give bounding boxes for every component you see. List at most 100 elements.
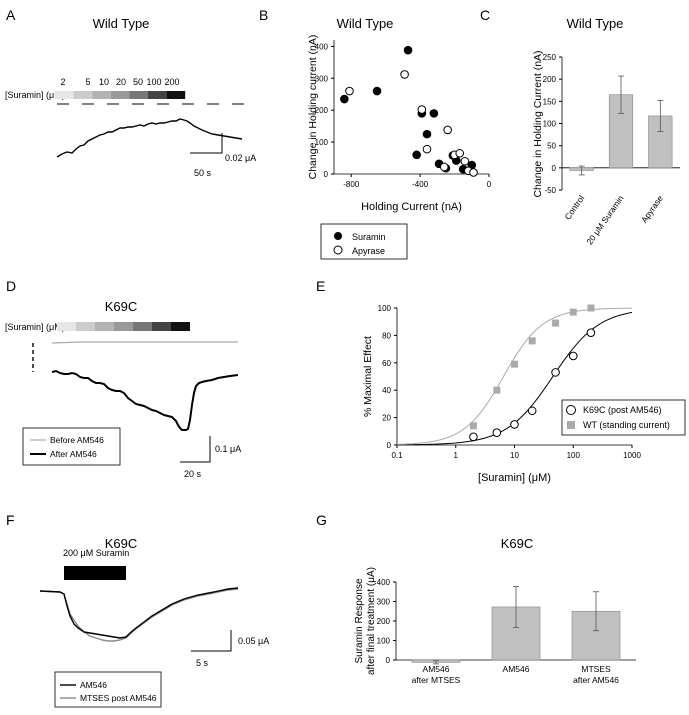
panel-d-scale-x: 20 s (184, 469, 202, 479)
panel-a-gradient-step (110, 91, 130, 99)
panel-a-gradient-step (129, 91, 148, 99)
panel-f-scale-x: 5 s (196, 658, 209, 668)
panel-e-point-wt (493, 386, 501, 394)
panel-b-y-tick-label: 400 (315, 42, 329, 51)
panel-d-trace-after (51, 369, 239, 431)
panel-b-point-apyrase (400, 70, 409, 79)
panel-a-scale-bar (190, 133, 223, 154)
panel-a-gradient-step (92, 91, 111, 99)
panel-b-point-apyrase (469, 168, 478, 177)
panel-a-conc-label: 50 (133, 77, 143, 87)
panel-a-gradient-step (73, 91, 93, 99)
panel-b-point-apyrase (443, 125, 452, 135)
panel-e-y-tick-label: 80 (382, 331, 391, 340)
panel-d-legend-box (22, 427, 121, 466)
panel-a-conc-label: 100 (146, 77, 161, 87)
panel-e-dose-response-chart: 0.1 1 10 100 1000 0 20 40 60 80 100 [Suramin] (μM)%… (362, 304, 686, 484)
panel-e-legend-label: K69C (post AM546) (583, 405, 662, 415)
panel-b-x-tick-label: -400 (412, 180, 429, 189)
panel-f-letter: F (6, 512, 15, 528)
panel-a-gradient-step (166, 91, 186, 99)
panel-e-point-wt (552, 319, 560, 327)
panel-e-point-wt (511, 360, 518, 368)
panel-b-y-tick-label: 100 (315, 138, 329, 147)
panel-e-x-tick-label: 1000 (623, 451, 641, 460)
panel-e-point-k69c (527, 406, 537, 416)
panel-b-point-apyrase (417, 105, 427, 114)
panel-d-letter: D (6, 278, 16, 294)
panel-g-title: K69C (501, 536, 534, 551)
panel-c-y-tick-label: 250 (543, 53, 557, 62)
panel-c-y-tick-label: 0 (552, 164, 557, 173)
panel-a-title: Wild Type (93, 16, 150, 31)
panel-d-gradient-step (76, 322, 95, 331)
panel-b-y-tick-label: 0 (324, 170, 329, 179)
panel-a-conc-label: 5 (85, 77, 90, 87)
panel-b-point-suramin (403, 45, 413, 55)
panel-e-x-tick-label: 1 (454, 451, 459, 460)
panel-g-letter: G (316, 512, 327, 528)
panel-b-title: Wild Type (337, 16, 394, 31)
panel-g-y-tick-label: 200 (377, 617, 391, 626)
panel-g-category-label: AM546 (423, 664, 450, 674)
panel-b-y-tick-label: 300 (315, 74, 329, 83)
panel-b-point-suramin (422, 129, 432, 139)
panel-e-point-k69c (586, 328, 596, 337)
panel-g-y-axis-label: Suramin Response (354, 578, 365, 663)
panel-e-legend-marker-wt (567, 421, 575, 429)
panel-d-legend-label: Before AM546 (50, 435, 104, 445)
panel-b-point-apyrase (455, 148, 465, 158)
panel-f: F K69C 200 μM Suramin 0.05 μA 5 s AM546 … (6, 512, 269, 708)
panel-a-gradient-step (148, 91, 167, 99)
panel-e-legend-marker-k69c (566, 405, 576, 415)
panel-a-concentration-bar (55, 91, 186, 99)
panel-c: C Wild Type -50 0 50 100 150 200 250 Control20 … (480, 7, 680, 247)
panel-a-letter: A (6, 7, 16, 23)
panel-e-point-k69c (510, 420, 519, 429)
panel-b: B Wild Type -800 -400 0 0 100 200 300 400 Holdin… (259, 7, 492, 260)
panel-c-category-label: Control (562, 193, 586, 221)
panel-a-current-trace (56, 118, 243, 158)
panel-c-y-tick-label: 200 (543, 75, 557, 84)
panel-e-legend-box (561, 399, 686, 436)
panel-b-y-tick-label: 200 (315, 106, 329, 115)
panel-d-gradient-step (114, 322, 133, 331)
panel-d-scale-bar (180, 436, 211, 463)
panel-d-gradient-step (57, 322, 76, 331)
panel-b-point-apyrase (439, 162, 449, 172)
panel-b-legend-label: Suramin (352, 232, 386, 242)
panel-b-legend-marker-apyrase (333, 245, 343, 255)
panel-e-point-wt (528, 337, 536, 345)
panel-d-trace-before (51, 341, 238, 344)
panel-f-trace-mtses (39, 588, 239, 642)
panel-a-scale-x: 50 s (194, 168, 212, 178)
panel-d-gradient-step (152, 322, 171, 331)
panel-f-trace-am546 (39, 587, 239, 639)
panel-a-gradient-step (55, 91, 74, 99)
panel-a-conc-label: 20 (116, 77, 126, 87)
panel-a-conc-label: 10 (99, 77, 109, 87)
panel-f-scale-bar (191, 630, 232, 652)
panel-a-conc-label: 2 (60, 77, 65, 87)
panel-b-x-tick-label: 0 (487, 180, 492, 189)
panel-g-y-tick-label: 300 (377, 598, 391, 607)
panel-c-y-axis-label: Change in Holding Current (nA) (532, 50, 544, 197)
panel-d-title: K69C (105, 299, 138, 314)
panel-a-concentrations: 2 5 10 20 50 100 200 (60, 77, 179, 87)
panel-d-legend-label: After AM546 (50, 449, 97, 459)
panel-f-scale-y: 0.05 μA (238, 636, 269, 646)
panel-b-point-suramin (429, 109, 439, 118)
panel-e-x-tick-label: 10 (510, 451, 519, 460)
panel-a-scale-y: 0.02 μA (225, 153, 256, 163)
panel-e-x-tick-label: 100 (567, 451, 581, 460)
panel-e-point-wt (469, 422, 477, 430)
panel-d-gradient-step (171, 322, 190, 331)
panel-f-application-bar (64, 566, 126, 580)
panel-f-legend-label: AM546 (80, 680, 107, 690)
panel-b-legend-marker-suramin (334, 232, 342, 240)
panel-g-category-label: after MTSES (412, 675, 461, 685)
panel-d-concentration-bar (57, 322, 190, 331)
panel-b-point-apyrase (345, 86, 354, 96)
panel-d-suramin-label: [Suramin] (μM) (5, 322, 65, 332)
